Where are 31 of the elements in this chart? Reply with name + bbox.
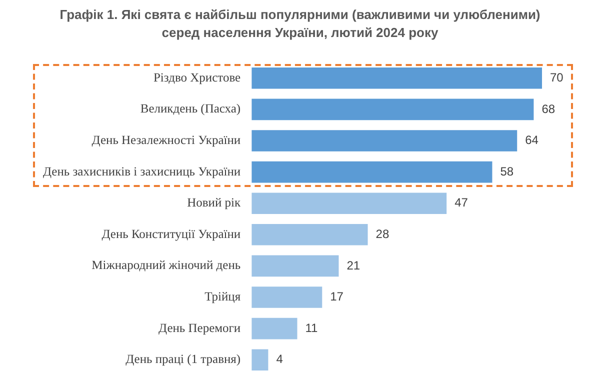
bar: [252, 68, 542, 89]
data-label: 11: [305, 320, 318, 335]
y-tick-label: День захисників і захисниць України: [43, 164, 241, 178]
data-label: 58: [500, 164, 514, 178]
data-label: 70: [550, 70, 564, 84]
bar: [252, 255, 339, 277]
y-tick-label: День праці (1 травня): [126, 352, 241, 366]
bar: [252, 224, 368, 246]
bar: [252, 349, 268, 370]
y-tick-label: Трійця: [204, 290, 241, 304]
data-label: 68: [542, 102, 556, 116]
y-tick-label: День Незалежності України: [92, 133, 241, 148]
data-label: 4: [276, 352, 284, 366]
y-tick-label: Міжнародний жіночий день: [92, 258, 241, 272]
y-tick-label: Великдень (Пасха): [140, 102, 241, 116]
bar: [252, 98, 534, 120]
bar: [252, 192, 447, 214]
bar: [252, 286, 322, 308]
y-tick-label: День Конституції України: [102, 226, 241, 241]
y-tick-label: День Перемоги: [158, 320, 241, 335]
chart-title: Графік 1. Які свята є найбільш популярними (важливими чи улюбленими) серед населення України, лютий 2024 року: [58, 6, 542, 42]
y-tick-label: Різдво Христове: [153, 70, 242, 84]
data-label: 47: [454, 196, 468, 210]
bar: [252, 161, 492, 183]
bar: [252, 318, 298, 340]
data-label: 17: [330, 290, 344, 304]
data-label: 21: [346, 258, 360, 272]
y-tick-label: Новий рік: [187, 196, 242, 210]
data-label: 64: [525, 133, 539, 148]
data-label: 28: [376, 226, 390, 241]
bar: [252, 130, 518, 152]
